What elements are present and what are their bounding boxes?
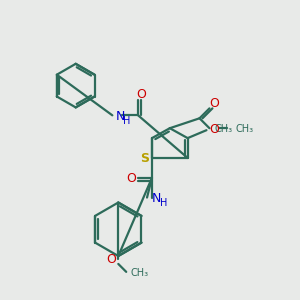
Text: O: O xyxy=(106,254,116,266)
Text: O: O xyxy=(136,88,146,101)
Text: CH₃: CH₃ xyxy=(130,268,148,278)
Text: N: N xyxy=(116,110,125,123)
Text: CH₃: CH₃ xyxy=(214,124,232,134)
Text: N: N xyxy=(152,192,162,205)
Text: H: H xyxy=(122,116,130,126)
Text: O: O xyxy=(209,97,219,110)
Text: H: H xyxy=(160,199,168,208)
Text: O: O xyxy=(209,123,219,136)
Text: CH₃: CH₃ xyxy=(235,124,253,134)
Text: S: S xyxy=(140,152,149,165)
Text: O: O xyxy=(126,172,136,185)
